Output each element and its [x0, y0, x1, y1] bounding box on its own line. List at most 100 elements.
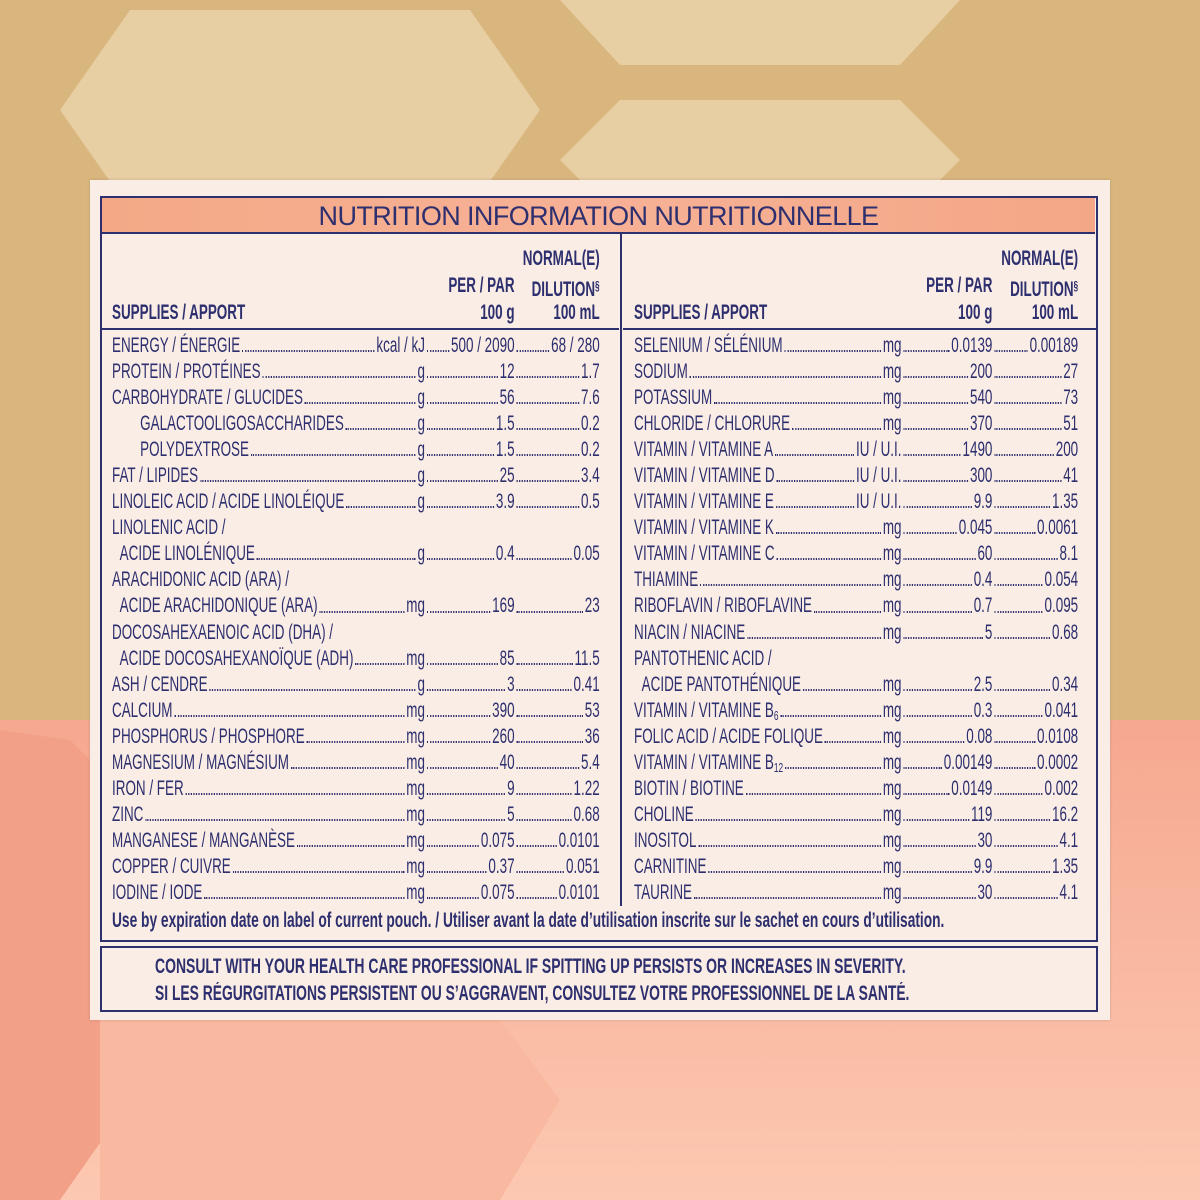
nutrient-name: SELENIUM / SÉLÉNIUM	[634, 333, 783, 359]
header-normal: NORMAL(E)	[1001, 247, 1079, 270]
leader	[708, 854, 881, 873]
value-cell: 0.05	[515, 541, 600, 567]
value-cell: 0.041	[992, 698, 1078, 724]
unit: g	[417, 360, 425, 384]
value-cell: 0.0101	[515, 828, 600, 854]
nutrient-name: IODINE / IODE	[112, 880, 202, 906]
nutrient-name-text: VITAMIN / VITAMINE K	[634, 516, 774, 540]
unit: g	[417, 438, 425, 462]
per-100g: 2.5	[973, 672, 993, 696]
unit: mg	[406, 646, 425, 670]
value-cell: 500 / 2090	[425, 333, 515, 359]
value-cell: 200	[992, 437, 1078, 463]
row: SELENIUM / SÉLÉNIUM mg 0.0139 0.00189	[634, 333, 1078, 359]
per-100g: 9	[507, 776, 515, 800]
name-cell: MAGNESIUM / MAGNÉSIUM mg	[112, 750, 425, 776]
per-100ml: 1.35	[1052, 490, 1079, 514]
per-100ml: 53	[584, 698, 600, 722]
value-cell: 30	[902, 880, 992, 906]
leader	[776, 463, 855, 483]
per-100ml: 27	[1063, 360, 1079, 384]
header-row: SUPPLIES / APPORT 100 g 100 mL	[634, 299, 1078, 326]
value-cell: 370	[902, 411, 993, 437]
per-100ml: 0.34	[1052, 672, 1079, 696]
row: ENERGY / ÉNERGIE kcal / kJ 500 / 2090 68 / …	[112, 333, 600, 359]
name-cell: TAURINE mg	[634, 880, 902, 906]
leader	[426, 593, 491, 613]
leader	[775, 437, 855, 457]
leader	[813, 593, 881, 613]
name-cell: ACIDE PANTOTHÉNIQUE mg	[634, 672, 902, 698]
unit: g	[417, 542, 425, 566]
leader	[426, 541, 494, 561]
nutrient-name-text: PHOSPHORUS / PHOSPHORE	[112, 724, 305, 748]
leader	[426, 750, 498, 769]
nutrient-name: VITAMIN / VITAMINE C	[634, 541, 775, 567]
row: COPPER / CUIVRE mg 0.37 0.051	[112, 854, 600, 880]
value-cell: 2.5	[902, 672, 993, 698]
row: VITAMIN / VITAMINE D IU / U.I. 300 41	[634, 463, 1078, 489]
value-cell: 3	[425, 672, 515, 698]
name-cell: FAT / LIPIDES g	[112, 463, 425, 489]
leader	[516, 593, 583, 613]
header-row: SUPPLIES / APPORT 100 g 100 mL	[112, 299, 600, 326]
per-100g: 0.0149	[951, 776, 993, 800]
nutrient-name-text: ACIDE PANTOTHÉNIQUE	[641, 672, 801, 696]
unit: mg	[882, 828, 902, 852]
nutrient-name: CALCIUM	[112, 698, 172, 724]
leader	[994, 750, 1036, 769]
leader	[994, 411, 1062, 431]
nutrient-name-text: COPPER / CUIVRE	[112, 854, 231, 878]
leader	[784, 333, 881, 353]
nutrient-name: MAGNESIUM / MAGNÉSIUM	[112, 750, 289, 776]
unit: mg	[882, 698, 902, 722]
per-100g: 0.045	[958, 516, 993, 540]
per-100g: 370	[969, 412, 993, 436]
nutrient-name-text: SODIUM	[634, 360, 688, 384]
nutrient-name-text: ACIDE DOCOSAHEXANOÏQUE (ADH)	[119, 646, 354, 670]
nutrient-name: VITAMIN / VITAMINE A	[634, 437, 773, 463]
leader	[903, 411, 969, 431]
value-cell: 0.0002	[992, 750, 1078, 776]
leader	[516, 411, 580, 431]
row: VITAMIN / VITAMINE B12 mg 0.00149 0.0002	[634, 750, 1078, 776]
nutrient-name-sub: 12	[773, 759, 784, 775]
leader	[516, 776, 572, 795]
leader	[689, 359, 881, 379]
nutrient-name-text: IODINE / IODE	[112, 880, 203, 904]
name-cell: ASH / CENDRE g	[112, 672, 425, 698]
unit: mg	[406, 594, 425, 618]
per-100ml: 0.2	[580, 412, 600, 436]
nutrient-name: ACIDE DOCOSAHEXANOÏQUE (ADH)	[112, 646, 354, 672]
nutrient-name: DOCOSAHEXAENOIC ACID (DHA) /	[112, 620, 334, 644]
spacer	[112, 272, 425, 299]
per-100g: 12	[499, 360, 515, 384]
header-cell: NORMAL(E)	[515, 245, 600, 272]
nutrient-name: ACIDE LINOLÉNIQUE	[112, 541, 255, 567]
nutrient-name-sub: 6	[773, 707, 779, 723]
per-100g: 119	[970, 802, 993, 826]
unit: mg	[406, 750, 425, 774]
row: ACIDE DOCOSAHEXANOÏQUE (ADH) mg 85 11.5	[112, 646, 600, 672]
leader	[296, 828, 405, 847]
leader	[516, 489, 580, 509]
leader	[304, 385, 416, 405]
hexagon	[100, 1020, 560, 1200]
value-cell: 0.075	[425, 828, 515, 854]
value-cell: 0.2	[515, 437, 600, 463]
value-cell: 9.9	[902, 489, 992, 515]
per-100g: 0.4	[495, 542, 515, 566]
header-per-amount: 100 g	[480, 301, 515, 324]
per-100g: 25	[499, 464, 515, 488]
per-100ml: 1.35	[1052, 854, 1079, 878]
leader	[516, 359, 580, 379]
row: IODINE / IODE mg 0.075 0.0101	[112, 880, 600, 906]
leader	[903, 593, 972, 613]
leader	[994, 333, 1028, 353]
nutrient-name-text: ZINC	[112, 802, 144, 826]
row: VITAMIN / VITAMINE K mg 0.045 0.0061	[634, 515, 1078, 541]
nutrient-name: CARBOHYDRATE / GLUCIDES	[112, 385, 303, 411]
unit: mg	[882, 880, 902, 904]
per-100ml: 51	[1063, 412, 1079, 436]
